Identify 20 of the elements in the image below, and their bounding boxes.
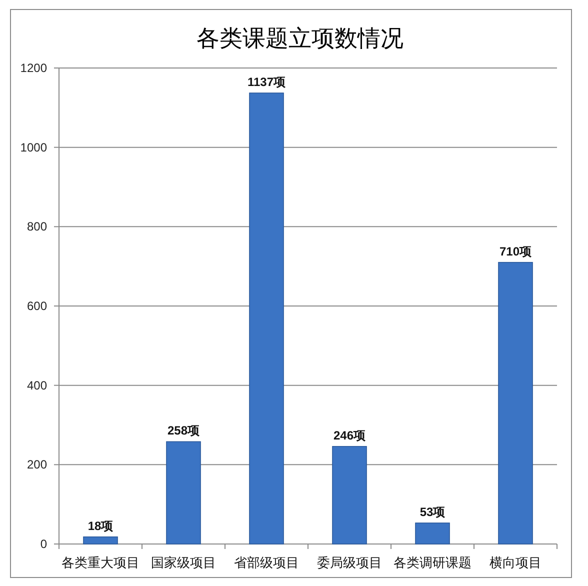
y-tick-label: 400 (26, 378, 47, 392)
data-label: 258项 (167, 424, 200, 438)
x-tick-label: 省部级项目 (234, 555, 299, 570)
x-tick-label: 横向项目 (490, 555, 542, 570)
data-label: 53项 (420, 504, 446, 519)
x-tick-label: 各类调研课题 (394, 555, 472, 570)
y-tick-label: 1000 (20, 140, 47, 154)
data-label: 18项 (88, 518, 114, 533)
title: 各类课题立项数情况 (196, 26, 404, 51)
x-tick-label: 国家级项目 (151, 555, 216, 570)
y-tick-label: 600 (26, 299, 47, 313)
y-tick-label: 1200 (20, 61, 47, 75)
y-tick-label: 200 (26, 458, 47, 472)
x-tick-label: 委局级项目 (317, 555, 382, 570)
data-label: 1137项 (247, 75, 286, 89)
x-tick-label: 各类重大项目 (62, 555, 140, 570)
data-label: 246项 (333, 428, 366, 442)
data-label: 710项 (499, 244, 532, 258)
y-tick-label: 0 (40, 537, 47, 551)
y-tick-label: 800 (26, 220, 47, 234)
